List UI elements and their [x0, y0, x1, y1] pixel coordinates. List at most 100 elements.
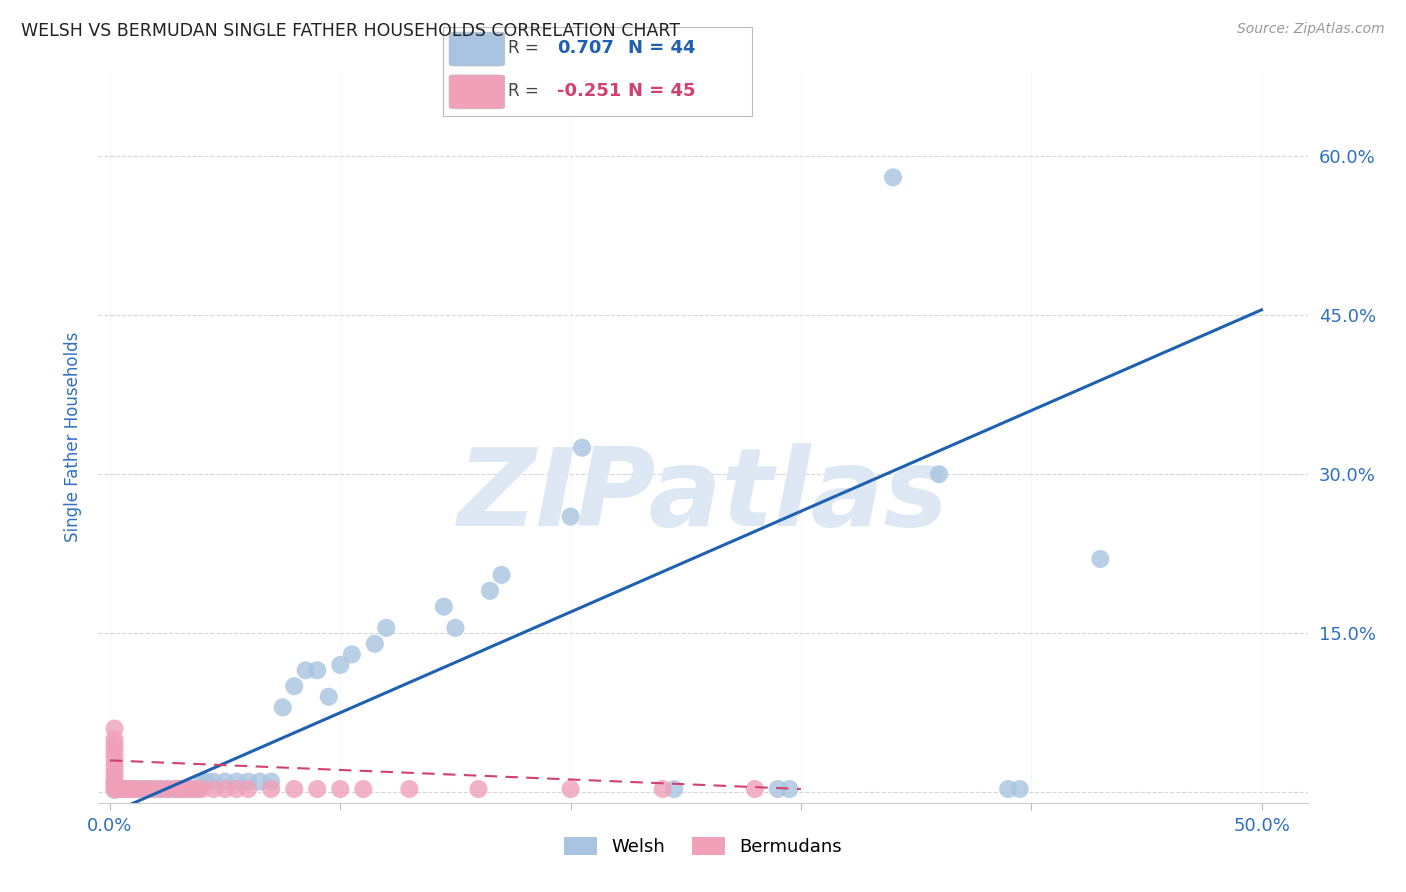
Point [103, 769, 125, 783]
Text: R =: R = [508, 82, 538, 100]
Text: Source: ZipAtlas.com: Source: ZipAtlas.com [1237, 22, 1385, 37]
Point [236, 782, 259, 797]
Point [103, 783, 125, 797]
Point [478, 583, 501, 598]
Text: 0.707: 0.707 [557, 39, 614, 57]
Point [103, 774, 125, 789]
Point [145, 782, 167, 797]
Point [283, 679, 305, 693]
Point [329, 658, 352, 673]
Point [103, 758, 125, 772]
Point [340, 648, 363, 662]
Point [260, 774, 283, 789]
Point [103, 748, 125, 763]
Point [173, 782, 195, 797]
Point [191, 782, 214, 797]
Point [1090, 552, 1112, 566]
Point [444, 621, 467, 635]
Point [105, 782, 128, 797]
Point [149, 782, 172, 797]
Point [135, 782, 157, 797]
Point [117, 782, 139, 797]
Point [260, 782, 283, 797]
Point [778, 782, 800, 797]
Point [127, 782, 149, 797]
Point [664, 782, 686, 797]
Point [202, 782, 225, 797]
Point [167, 782, 190, 797]
Point [214, 782, 236, 797]
Point [173, 782, 195, 797]
Point [283, 782, 305, 797]
Point [163, 782, 186, 797]
Point [180, 782, 202, 797]
Point [467, 782, 489, 797]
Point [186, 782, 208, 797]
Legend: Welsh, Bermudans: Welsh, Bermudans [557, 830, 849, 863]
Point [103, 738, 125, 752]
Point [186, 782, 208, 797]
Text: -0.251: -0.251 [557, 82, 621, 100]
Point [214, 774, 236, 789]
Point [103, 722, 125, 736]
Point [398, 782, 420, 797]
Point [117, 782, 139, 797]
Point [271, 700, 294, 714]
Point [141, 782, 163, 797]
Point [127, 782, 149, 797]
Point [307, 782, 329, 797]
Point [103, 743, 125, 757]
Point [1008, 782, 1031, 797]
Point [225, 774, 247, 789]
Point [294, 663, 316, 677]
Point [364, 637, 387, 651]
Point [156, 782, 179, 797]
Point [112, 782, 135, 797]
Point [112, 782, 135, 797]
Point [163, 782, 186, 797]
Point [997, 782, 1019, 797]
Point [560, 509, 582, 524]
Point [571, 441, 593, 455]
Point [882, 170, 904, 185]
Point [491, 567, 513, 582]
Point [115, 782, 138, 797]
FancyBboxPatch shape [449, 32, 505, 66]
Point [744, 782, 766, 797]
Point [103, 782, 125, 797]
Point [236, 774, 259, 789]
Point [329, 782, 352, 797]
Point [122, 782, 145, 797]
Point [651, 782, 673, 797]
Point [167, 782, 190, 797]
Point [191, 774, 214, 789]
Text: N = 44: N = 44 [628, 39, 696, 57]
Text: N = 45: N = 45 [628, 82, 696, 100]
Point [318, 690, 340, 704]
Point [103, 777, 125, 791]
Point [307, 663, 329, 677]
Point [202, 774, 225, 789]
Text: ZIPatlas: ZIPatlas [457, 442, 949, 549]
Point [352, 782, 374, 797]
Point [180, 782, 202, 797]
Point [928, 467, 950, 482]
Point [103, 780, 125, 794]
Point [108, 782, 131, 797]
Point [134, 782, 156, 797]
Text: WELSH VS BERMUDAN SINGLE FATHER HOUSEHOLDS CORRELATION CHART: WELSH VS BERMUDAN SINGLE FATHER HOUSEHOL… [21, 22, 681, 40]
Point [225, 782, 247, 797]
Point [105, 780, 128, 795]
Point [149, 782, 172, 797]
Text: R =: R = [508, 39, 538, 57]
Point [131, 782, 153, 797]
Point [141, 782, 163, 797]
Point [375, 621, 398, 635]
Point [156, 782, 179, 797]
Point [110, 782, 132, 797]
Point [433, 599, 456, 614]
Point [249, 774, 271, 789]
Point [103, 753, 125, 767]
FancyBboxPatch shape [449, 75, 505, 109]
Y-axis label: Single Father Households: Single Father Households [65, 332, 83, 542]
